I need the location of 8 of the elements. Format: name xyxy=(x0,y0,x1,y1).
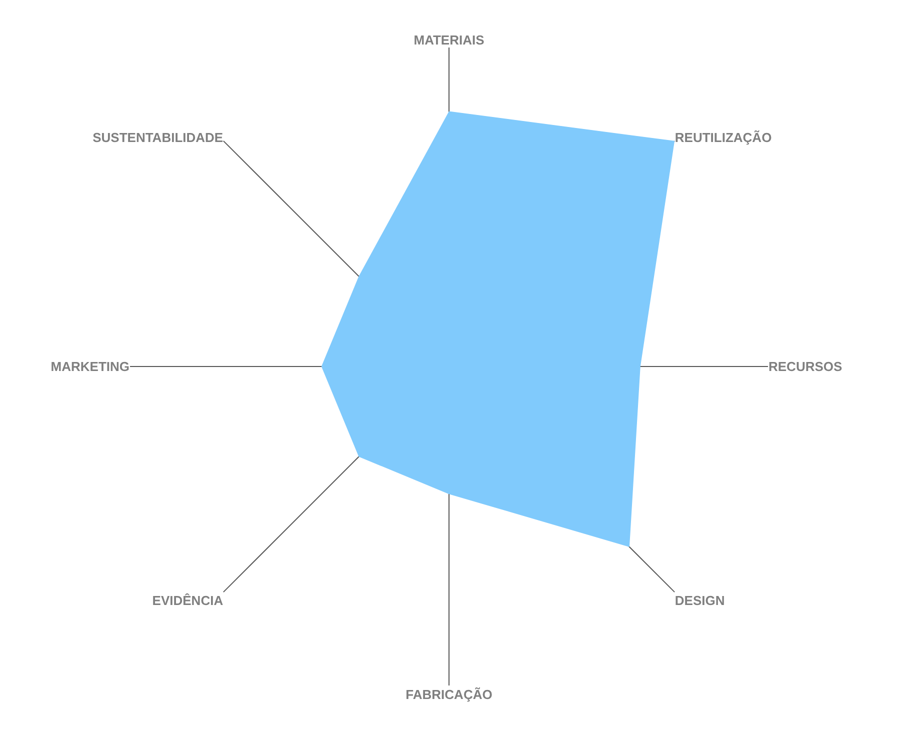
spoke-label: MARKETING xyxy=(50,359,130,374)
spoke-label: FABRICAÇÃO xyxy=(406,687,492,702)
spoke-label: SUSTENTABILIDADE xyxy=(92,130,224,145)
spoke-label: MATERIAIS xyxy=(414,32,485,48)
spoke-label: DESIGN xyxy=(674,592,725,608)
spoke-label: EVIDÊNCIA xyxy=(152,592,224,608)
spoke-label: REUTILIZAÇÃO xyxy=(674,130,772,145)
spoke-label: RECURSOS xyxy=(768,359,843,374)
